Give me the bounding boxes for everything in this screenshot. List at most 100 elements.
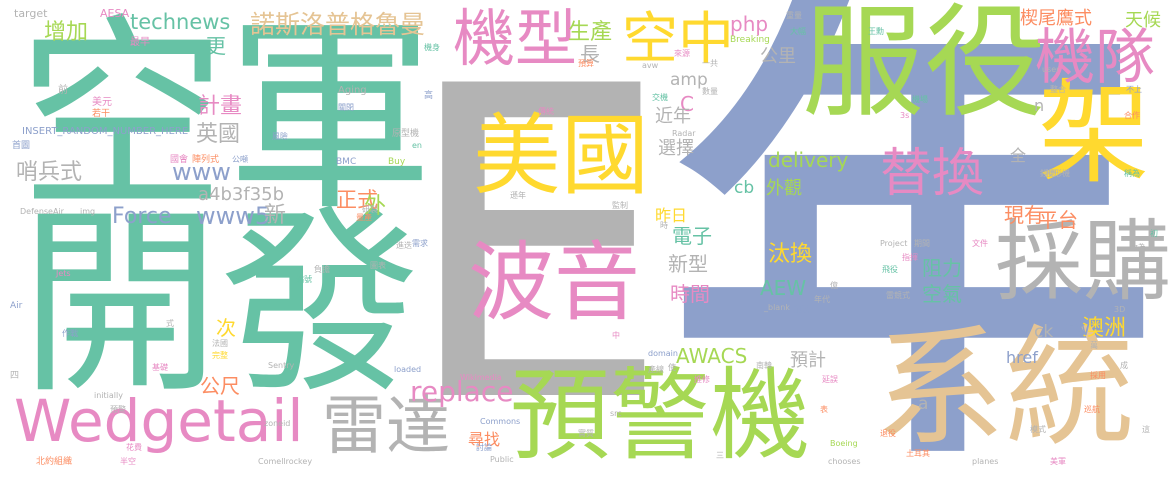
word-guohui: 國會 [170,155,189,165]
word-tuiyi: 退役 [880,429,896,438]
word-src: src [610,409,622,418]
word-jichang: 機場 [912,95,928,104]
word-kongqi: 空氣 [922,282,962,306]
word-xitong: 系統 [875,312,1136,464]
word-san: 三 [716,451,724,460]
word-quan: 全 [1010,146,1027,165]
word-e: E [400,0,672,482]
word-3d: 3D [1114,305,1126,314]
word-gaiwei: 改為 [1130,243,1146,252]
word-xiexingji: 楔形機 [1046,169,1070,178]
word-breaking: Breaking [730,35,770,45]
word-buy: Buy [388,157,406,167]
word-ruogan: 若干 [92,109,111,119]
word-c: C [680,92,694,116]
word-chuantong: 傳統 [538,107,554,116]
word-aew: AEW [760,276,807,300]
word-img: img [80,207,96,216]
word-gao: 高 [424,91,434,101]
word-guanbi: 關閉 [338,103,354,112]
word-yuji: 預計 [790,350,826,371]
word-zhenghe: 整合 [1050,85,1066,94]
word-public: Public [490,455,514,464]
word-zhe: 這 [1142,425,1150,434]
word-leijingshi: 雷競式 [886,291,910,300]
word-bankong: 半空 [120,457,136,466]
word-shi2: 使 [668,363,676,372]
word-sentry: Sentry [268,361,295,370]
word-tuixiu: 推修 [694,375,710,384]
word-bushang: 不上 [1126,85,1142,94]
word-yujingji: 預警機 [510,357,810,474]
word-technews: technews [130,10,231,34]
word-avw: avw [642,61,659,70]
word-force: Force [112,204,172,229]
word-zhihui: 指揮 [902,253,918,262]
word-3s: 3s [900,111,910,120]
word-wangxun: 王勳 [868,27,884,36]
word-yi: 億 [830,281,838,290]
word-tianhou: 天候 [1125,10,1161,31]
word-jia: 架 [1038,69,1150,199]
word-caigou: 採購 [995,210,1172,313]
word-domain: domain [648,349,678,358]
word-yuanxingji: 原型機 [392,129,420,139]
word-dianzi: 電子 [672,224,712,248]
word-www5: www5 [196,202,271,230]
word-initially: initially [94,391,123,400]
word-gongdun: 公噸 [232,155,248,164]
word-pingtai: 平台 [1038,208,1078,232]
word-php: php [730,12,769,36]
word-xuqiu: 需求 [412,239,428,248]
word-biao: 表 [820,405,828,414]
word-zengjia: 增加 [44,20,89,45]
word-yigong: 一共 [702,59,718,68]
word-chooses: chooses [828,457,861,466]
word-zuozhan: 作戰 [62,329,78,338]
word-leida: 雷達 [322,390,450,464]
word-zhongliang: 重量 [786,11,802,20]
word-project: Project [880,239,908,248]
word-planes: planes [972,457,999,466]
word-fengxian: 風險 [272,132,288,141]
word-aesa: AESA [100,7,130,20]
word-nian: 年 [668,0,1158,482]
word-hezuo: 合作 [1124,111,1140,120]
word-zhong: 中 [612,331,620,340]
word-zhenlieshi: 陣列式 [192,155,220,165]
word-aging: Aging [338,85,367,96]
word-waiguan: 外觀 [766,178,802,199]
word-user: user [1042,65,1060,74]
word-meiyuan: 美元 [92,97,112,108]
word-bianhao: 編號 [296,275,312,284]
word-awacs: AWACS [676,344,748,368]
word-tubiao: 圖表 [370,261,386,270]
word-jiaoji: 交機 [652,93,668,102]
word-wanzheng: 完整 [212,351,228,360]
word-zhengshi: 正式 [336,188,378,212]
word-jidui: 機隊 [1035,23,1155,93]
word-kaifa: 開發 [20,188,421,421]
word-boyin: 波音 [468,233,640,333]
word-yingguo: 英國 [196,122,241,147]
word-tw: tw [1066,316,1091,340]
word-zuizao: 最早 [130,37,150,48]
word-cheng: 成 [1120,361,1128,370]
word-xunzhao: 尋找 [468,430,501,449]
word-zuori: 昨日 [655,206,688,225]
word-comellrockey: Comellrockey [258,457,313,466]
word-chu: 初 [1150,229,1158,238]
word-beiyue: 北約組織 [36,457,73,467]
word-xianyou: 現有 [1004,203,1044,227]
word-yujing: 預警 [110,405,126,414]
word-gongli: 公里 [760,46,796,67]
word-delivery: delivery [768,148,849,172]
word-shaobingshi: 哨兵式 [16,160,83,185]
word-bmc: BMC [336,157,357,167]
word-chengwei: 稱為 [1124,169,1140,178]
word-northrop: 諾斯洛普格魯曼 [250,10,426,39]
word-n: n [1034,96,1045,115]
word-air: Air [10,301,23,311]
word-geng: 更 [206,34,226,58]
